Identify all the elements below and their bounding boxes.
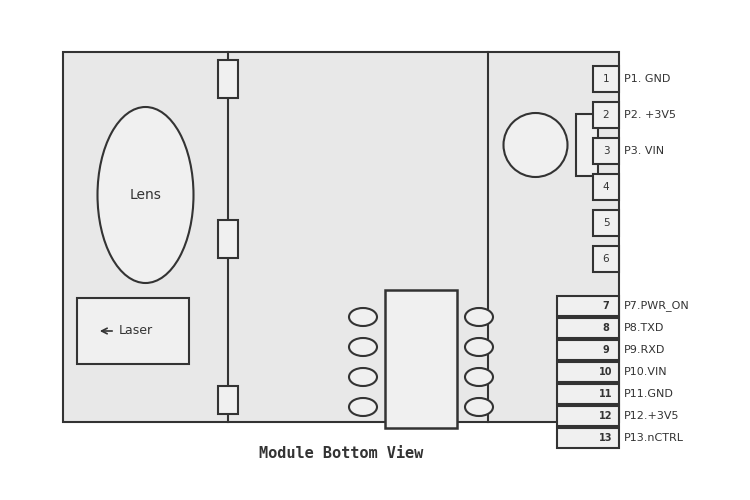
Text: P8.TXD: P8.TXD	[624, 323, 664, 333]
Text: P10.VIN: P10.VIN	[624, 367, 668, 377]
Bar	[218, 60, 238, 98]
Circle shape	[503, 113, 568, 177]
Text: 6: 6	[603, 254, 609, 264]
Text: P1. GND: P1. GND	[624, 74, 670, 84]
Text: 7: 7	[603, 301, 609, 311]
Ellipse shape	[465, 308, 493, 326]
Text: Lens: Lens	[130, 188, 161, 202]
Bar	[557, 406, 619, 426]
Bar	[218, 386, 238, 414]
Ellipse shape	[349, 398, 377, 416]
Text: P9.RXD: P9.RXD	[624, 345, 665, 355]
Text: 5: 5	[603, 218, 609, 228]
Ellipse shape	[465, 368, 493, 386]
Bar	[218, 220, 238, 258]
Text: P2. +3V5: P2. +3V5	[624, 110, 676, 120]
Ellipse shape	[98, 107, 194, 283]
Ellipse shape	[465, 338, 493, 356]
Text: P11.GND: P11.GND	[624, 389, 674, 399]
Text: P12.+3V5: P12.+3V5	[624, 411, 680, 421]
Text: 12: 12	[599, 411, 613, 421]
Text: Laser: Laser	[119, 324, 153, 338]
Text: 10: 10	[599, 367, 613, 377]
Ellipse shape	[465, 398, 493, 416]
Bar	[557, 340, 619, 360]
Bar	[593, 102, 619, 128]
Bar	[557, 428, 619, 448]
Bar	[77, 298, 189, 364]
Ellipse shape	[349, 308, 377, 326]
Text: 9: 9	[603, 345, 609, 355]
Bar	[557, 296, 619, 316]
Text: P7.PWR_ON: P7.PWR_ON	[624, 300, 690, 312]
Text: P3. VIN: P3. VIN	[624, 146, 664, 156]
Ellipse shape	[349, 368, 377, 386]
Text: 4: 4	[603, 182, 609, 192]
Bar	[593, 138, 619, 164]
Bar	[593, 246, 619, 272]
Bar	[593, 210, 619, 236]
Bar	[593, 66, 619, 92]
Bar	[557, 384, 619, 404]
Bar	[557, 362, 619, 382]
Bar	[385, 290, 457, 428]
Bar	[593, 174, 619, 200]
Bar	[63, 52, 619, 422]
Text: P13.nCTRL: P13.nCTRL	[624, 433, 684, 443]
Bar	[557, 318, 619, 338]
Text: Module Bottom View: Module Bottom View	[259, 446, 423, 462]
Ellipse shape	[349, 338, 377, 356]
Text: 1: 1	[603, 74, 609, 84]
Text: 8: 8	[602, 323, 610, 333]
Text: 2: 2	[603, 110, 609, 120]
Text: 11: 11	[599, 389, 613, 399]
Text: 3: 3	[603, 146, 609, 156]
Text: 13: 13	[599, 433, 613, 443]
Bar	[575, 114, 598, 176]
